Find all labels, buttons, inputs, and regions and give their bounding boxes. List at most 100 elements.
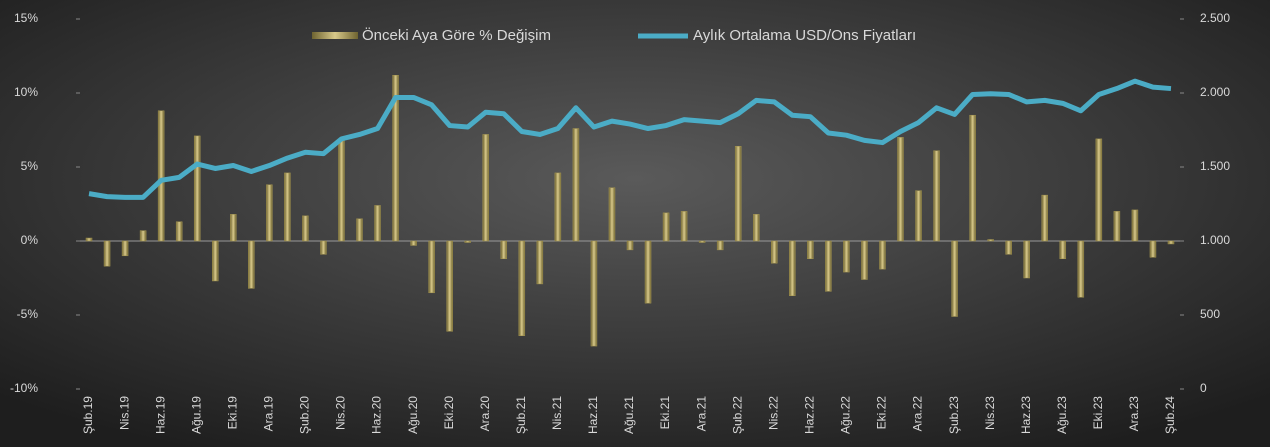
x-tick-label: Haz.22 xyxy=(802,396,816,434)
x-tick-label: Ara.23 xyxy=(1127,396,1141,432)
bar xyxy=(338,138,345,242)
bar xyxy=(951,240,958,317)
bar xyxy=(933,150,940,242)
bar xyxy=(698,240,706,243)
x-tick-label: Ara.22 xyxy=(911,396,925,432)
bar xyxy=(1023,240,1030,279)
bar xyxy=(1059,240,1067,260)
y-tick-label: 15% xyxy=(14,11,38,25)
bar xyxy=(987,239,994,242)
y-tick-label: 10% xyxy=(14,85,38,99)
bar xyxy=(752,214,760,242)
x-tick-label: Haz.23 xyxy=(1019,396,1033,434)
bar xyxy=(464,240,471,243)
y2-tick-label: 2.000 xyxy=(1200,85,1230,99)
x-tick-label: Nis.20 xyxy=(334,396,348,430)
y-tick-label: -5% xyxy=(17,307,39,321)
y2-tick-label: 2.500 xyxy=(1200,11,1230,25)
bar xyxy=(680,211,688,242)
bar xyxy=(789,240,796,297)
bar xyxy=(915,190,922,242)
x-tick-label: Eki.21 xyxy=(658,396,672,430)
bar xyxy=(356,218,363,242)
y2-tick-label: 0 xyxy=(1200,381,1207,395)
x-tick-label: Şub.20 xyxy=(298,396,312,434)
bar xyxy=(518,240,526,336)
x-tick-label: Haz.20 xyxy=(370,396,384,434)
bar xyxy=(157,110,165,242)
x-tick-label: Nis.21 xyxy=(550,396,564,430)
bar xyxy=(302,215,309,242)
y-tick-label: 0% xyxy=(21,233,39,247)
bar xyxy=(554,172,562,242)
bar xyxy=(175,221,183,242)
bar xyxy=(139,230,147,242)
line xyxy=(88,78,1172,200)
bar xyxy=(500,240,508,260)
bar xyxy=(608,187,616,242)
bar xyxy=(410,240,417,246)
x-tick-label: Eki.23 xyxy=(1091,396,1105,430)
bar xyxy=(879,240,886,270)
bar xyxy=(1095,138,1103,242)
bar xyxy=(392,74,399,242)
bar xyxy=(1041,194,1049,242)
bar xyxy=(211,240,219,282)
bar xyxy=(897,137,904,242)
bar xyxy=(103,240,111,267)
x-tick-label: Şub.24 xyxy=(1163,396,1177,434)
bar xyxy=(1167,240,1175,245)
bar xyxy=(85,237,93,242)
bar xyxy=(771,240,778,264)
x-tick-label: Ağu.23 xyxy=(1055,396,1069,434)
bar xyxy=(1131,209,1139,242)
bar xyxy=(825,240,832,292)
x-tick-label: Ağu.20 xyxy=(406,396,420,434)
x-tick-label: Haz.19 xyxy=(153,396,167,434)
bar xyxy=(193,135,201,242)
x-tick-label: Ara.19 xyxy=(262,396,276,432)
x-tick-label: Ara.20 xyxy=(478,396,492,432)
x-tick-label: Eki.20 xyxy=(442,396,456,430)
bar xyxy=(248,240,255,289)
bar xyxy=(230,214,237,242)
bar xyxy=(320,240,327,255)
bar xyxy=(1113,211,1121,242)
bar xyxy=(536,240,544,285)
x-tick-label: Eki.19 xyxy=(225,396,239,430)
bar xyxy=(572,128,580,242)
bar xyxy=(662,212,670,242)
bar xyxy=(969,114,976,242)
bar xyxy=(284,172,291,242)
bar xyxy=(590,240,598,347)
legend: Önceki Aya Göre % Değişim Aylık Ortalama … xyxy=(312,26,916,44)
x-tick-label: Eki.22 xyxy=(875,396,889,430)
bar xyxy=(428,240,435,294)
x-tick-label: Nis.23 xyxy=(983,396,997,430)
bar xyxy=(807,240,814,260)
x-tick-label: Ağu.19 xyxy=(189,396,203,434)
x-tick-label: Ara.21 xyxy=(694,396,708,432)
x-tick-label: Ağu.22 xyxy=(839,396,853,434)
legend-swatch xyxy=(312,32,358,39)
legend-label: Önceki Aya Göre % Değişim xyxy=(362,26,551,44)
bar xyxy=(1005,240,1012,255)
legend-label: Aylık Ortalama USD/Ons Fiyatları xyxy=(693,27,916,44)
x-tick-label: Nis.22 xyxy=(766,396,780,430)
bar xyxy=(266,184,273,242)
bar xyxy=(716,240,724,251)
bar xyxy=(1077,240,1085,298)
x-tick-label: Şub.22 xyxy=(730,396,744,434)
x-tick-label: Şub.19 xyxy=(81,396,95,434)
x-tick-label: Şub.23 xyxy=(947,396,961,434)
bar xyxy=(374,205,381,242)
bar xyxy=(626,240,634,251)
bar xyxy=(861,240,868,280)
bar xyxy=(482,134,489,242)
x-tick-label: Haz.21 xyxy=(586,396,600,434)
bar xyxy=(644,240,652,304)
bar xyxy=(843,240,850,273)
y-tick-label: -10% xyxy=(10,381,38,395)
